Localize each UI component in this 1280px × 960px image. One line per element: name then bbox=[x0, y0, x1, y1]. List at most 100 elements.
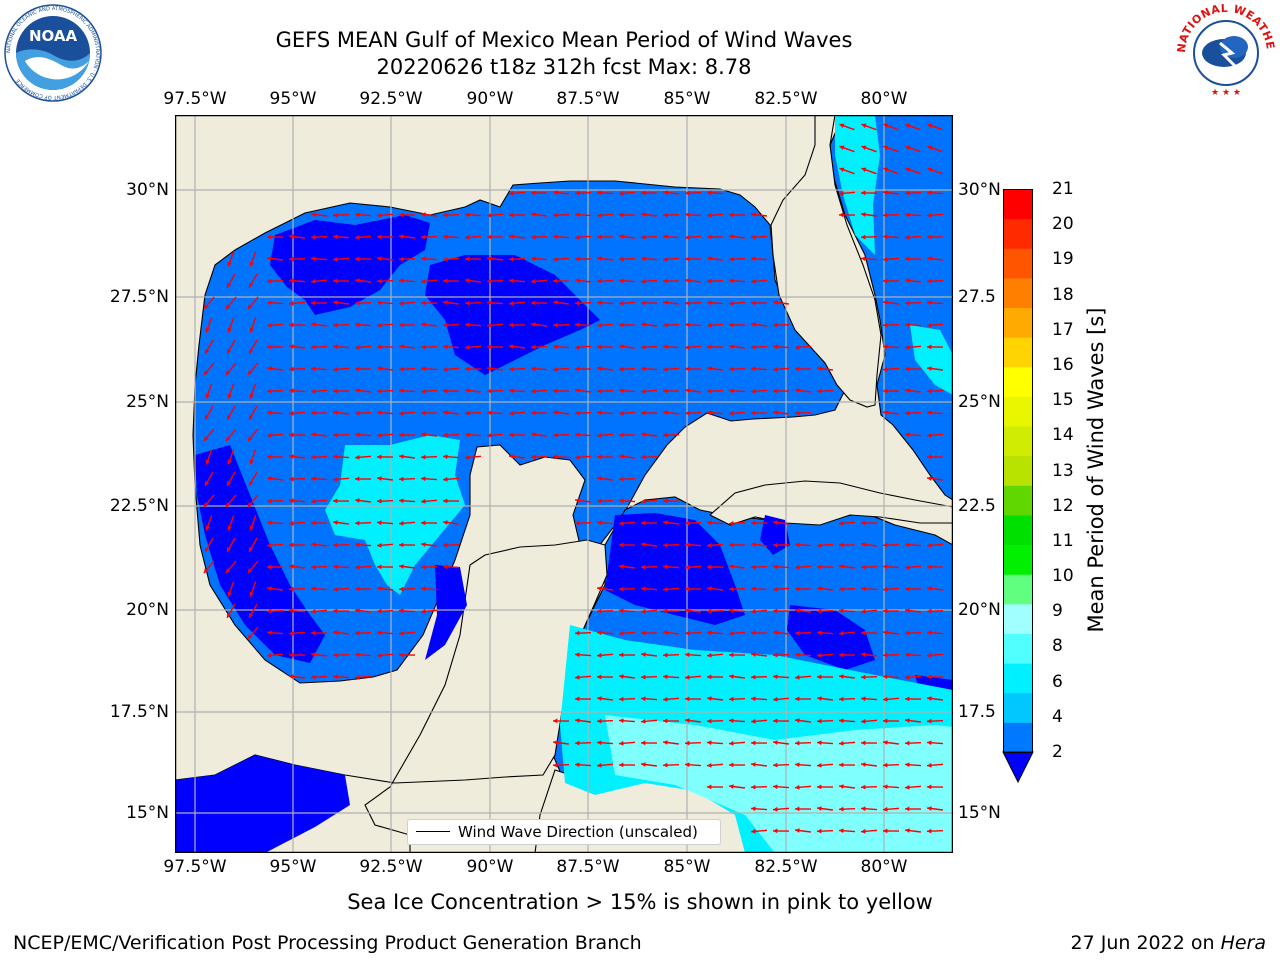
wave-direction-arrowhead bbox=[883, 718, 888, 724]
wave-direction-arrowhead bbox=[663, 234, 668, 240]
footer-branch: NCEP/EMC/Verification Post Processing Pr… bbox=[13, 932, 642, 954]
wave-direction-arrowhead bbox=[861, 806, 866, 812]
wave-direction-arrowhead bbox=[663, 586, 668, 592]
wave-direction-arrowhead bbox=[663, 388, 668, 394]
wave-direction-arrowhead bbox=[289, 432, 294, 438]
wave-direction-arrowhead bbox=[355, 322, 360, 328]
wave-direction-arrowhead bbox=[531, 388, 536, 394]
wave-direction-arrowhead bbox=[663, 520, 668, 525]
wave-direction-arrowhead bbox=[249, 414, 254, 420]
noaa-logo: NOAA NATIONAL OCEANIC AND ATMOSPHERIC AD… bbox=[4, 4, 102, 102]
wave-direction-arrowhead bbox=[377, 498, 382, 504]
wave-direction-arrowhead bbox=[905, 652, 910, 658]
wave-direction-arrowhead bbox=[663, 674, 668, 680]
wave-direction-arrowhead bbox=[839, 145, 845, 150]
wave-direction-arrowhead bbox=[619, 190, 624, 196]
wave-direction-arrowhead bbox=[927, 784, 932, 790]
wave-direction-arrowhead bbox=[685, 256, 690, 262]
wave-direction-arrowhead bbox=[927, 234, 932, 240]
footer-host: Hera bbox=[1220, 932, 1266, 954]
wave-direction-arrowhead bbox=[641, 586, 646, 592]
wave-direction-arrowhead bbox=[729, 696, 734, 702]
wave-direction-arrowhead bbox=[377, 366, 382, 371]
lat-label-left: 17.5°N bbox=[109, 702, 169, 722]
wave-direction-arrowhead bbox=[553, 366, 558, 372]
wave-direction-arrowhead bbox=[531, 300, 536, 306]
colorbar-segment bbox=[1003, 367, 1033, 398]
wave-direction-arrowhead bbox=[883, 167, 889, 172]
wave-direction-arrowhead bbox=[641, 432, 646, 437]
wave-direction-arrowhead bbox=[795, 828, 800, 833]
wave-direction-arrowhead bbox=[399, 498, 404, 504]
wave-direction-arrowhead bbox=[905, 608, 910, 613]
wave-direction-arrowhead bbox=[311, 366, 316, 372]
wave-direction-arrowhead bbox=[729, 674, 734, 679]
wave-patch-low bbox=[175, 755, 350, 853]
lat-label-right: 25°N bbox=[958, 392, 1001, 412]
wave-direction-arrowhead bbox=[641, 212, 646, 217]
wave-direction-arrowhead bbox=[905, 388, 910, 393]
wave-direction-arrowhead bbox=[249, 480, 254, 486]
wave-direction-arrowhead bbox=[597, 388, 602, 394]
wave-direction-arrowhead bbox=[773, 652, 778, 658]
colorbar-tick-label: 9 bbox=[1052, 601, 1063, 622]
colorbar-tick-label: 10 bbox=[1052, 566, 1074, 587]
wave-direction-arrowhead bbox=[333, 366, 338, 372]
wave-direction-arrowhead bbox=[861, 674, 866, 680]
lon-label-bottom: 82.5°W bbox=[754, 857, 818, 877]
wave-direction-arrowhead bbox=[443, 388, 448, 394]
wave-direction-arrowhead bbox=[355, 256, 360, 262]
wave-direction-arrowhead bbox=[685, 652, 690, 658]
wave-direction-arrowhead bbox=[597, 256, 602, 261]
wave-direction-arrowhead bbox=[421, 212, 426, 217]
wave-direction-arrowhead bbox=[905, 432, 910, 438]
wave-direction-arrowhead bbox=[377, 432, 382, 438]
wave-direction-arrowhead bbox=[553, 410, 558, 415]
wave-direction-arrowhead bbox=[597, 630, 602, 636]
sea-ice-note: Sea Ice Concentration > 15% is shown in … bbox=[347, 890, 933, 914]
wave-direction-arrowhead bbox=[355, 432, 360, 438]
wave-direction-arrowhead bbox=[355, 212, 360, 218]
wave-direction-arrowhead bbox=[465, 212, 470, 218]
legend-label: Wind Wave Direction (unscaled) bbox=[458, 823, 698, 841]
wave-direction-arrowhead bbox=[249, 459, 254, 465]
wave-direction-arrowhead bbox=[443, 366, 448, 372]
wave-direction-arrowhead bbox=[773, 344, 778, 350]
colorbar-tick-label: 6 bbox=[1052, 671, 1063, 692]
wave-direction-arrowhead bbox=[685, 718, 690, 723]
wave-direction-arrowhead bbox=[795, 696, 800, 702]
colorbar-tick-label: 2 bbox=[1052, 742, 1063, 762]
wave-direction-arrowhead bbox=[267, 476, 272, 481]
wave-direction-arrowhead bbox=[333, 542, 338, 548]
wave-direction-arrowhead bbox=[355, 564, 360, 570]
wave-direction-arrowhead bbox=[619, 432, 624, 438]
wave-direction-arrowhead bbox=[311, 432, 316, 437]
wave-direction-arrowhead bbox=[377, 300, 382, 306]
wave-direction-arrowhead bbox=[421, 388, 426, 394]
wave-direction-arrowhead bbox=[663, 300, 668, 305]
colorbar-tick-label: 17 bbox=[1052, 319, 1074, 340]
wave-direction-arrowhead bbox=[225, 370, 231, 376]
wave-direction-arrowhead bbox=[227, 546, 232, 552]
wave-direction-arrowhead bbox=[707, 586, 712, 591]
wave-direction-arrowhead bbox=[707, 784, 712, 790]
wave-direction-arrowhead bbox=[465, 432, 470, 438]
wave-direction-arrowhead bbox=[905, 674, 910, 680]
wave-direction-arrowhead bbox=[227, 348, 232, 354]
wave-direction-arrowhead bbox=[685, 278, 690, 283]
wave-direction-arrowhead bbox=[883, 366, 888, 372]
wave-direction-arrowhead bbox=[773, 322, 778, 328]
wave-direction-arrowhead bbox=[355, 674, 360, 680]
wave-direction-arrowhead bbox=[399, 432, 404, 438]
wave-direction-arrowhead bbox=[883, 278, 888, 284]
wave-direction-arrowhead bbox=[685, 234, 690, 240]
wave-direction-arrowhead bbox=[751, 586, 756, 592]
wave-direction-arrowhead bbox=[795, 652, 800, 658]
wave-direction-arrowhead bbox=[641, 542, 646, 547]
wave-direction-arrowhead bbox=[905, 234, 910, 240]
colorbar-segment bbox=[1003, 633, 1033, 665]
wave-direction-arrowhead bbox=[399, 476, 404, 482]
lon-label-bottom: 90°W bbox=[466, 857, 514, 877]
wave-direction-arrowhead bbox=[927, 300, 932, 306]
wave-direction-arrowhead bbox=[751, 300, 756, 306]
